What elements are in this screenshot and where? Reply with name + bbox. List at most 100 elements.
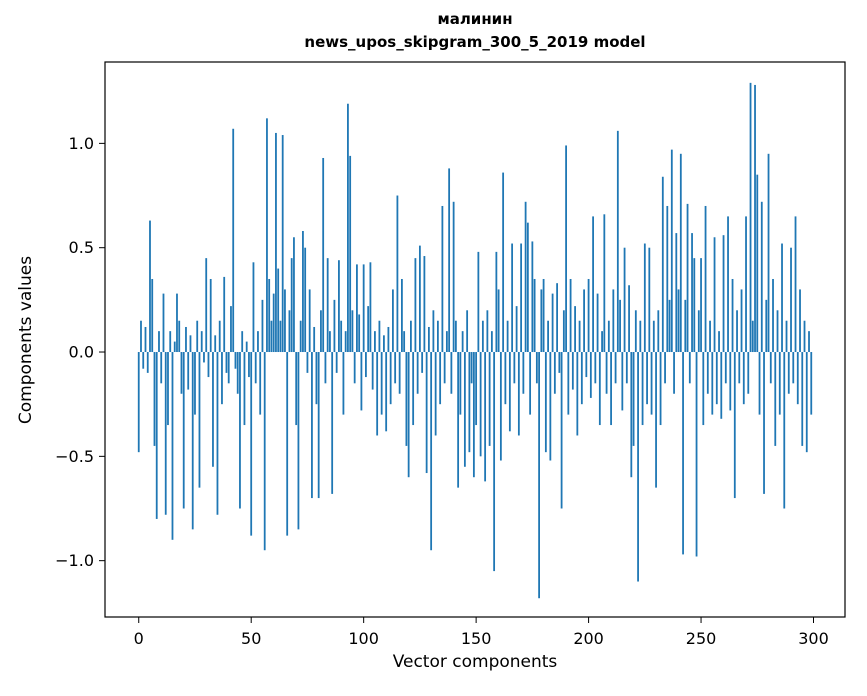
chart-title-model: news_upos_skipgram_300_5_2019 model (304, 33, 646, 51)
bar (308, 289, 311, 353)
bar (686, 203, 689, 353)
bar (432, 310, 435, 353)
bar (241, 331, 244, 353)
bar (158, 331, 160, 353)
bar (378, 320, 381, 353)
bar (358, 314, 361, 353)
bar (410, 320, 412, 353)
bar (286, 352, 289, 536)
bar (376, 352, 379, 436)
y-tick-label: −1.0 (55, 551, 94, 570)
bar (479, 352, 482, 457)
bar (664, 352, 666, 384)
bar (470, 352, 473, 384)
bar (610, 352, 612, 426)
bar (252, 262, 255, 353)
bar (614, 352, 617, 384)
bar (427, 326, 430, 353)
bar (749, 82, 752, 353)
bar (769, 352, 772, 384)
bar (164, 352, 167, 515)
bar (556, 283, 558, 353)
bar (369, 262, 372, 353)
bar (758, 352, 761, 415)
bar (562, 310, 565, 353)
bar (173, 341, 176, 353)
bar (239, 352, 241, 509)
bar (695, 352, 698, 557)
bar (605, 352, 608, 394)
bar (389, 352, 392, 405)
bar (508, 352, 511, 432)
bar (729, 352, 732, 411)
bar (706, 352, 709, 394)
bar (407, 352, 410, 478)
bar (531, 241, 534, 353)
bar (650, 352, 653, 415)
bar (805, 352, 808, 453)
bar (682, 352, 684, 555)
bar (448, 168, 451, 353)
bar (738, 352, 741, 384)
bar (661, 176, 664, 353)
bar (765, 299, 768, 353)
bar (160, 352, 163, 384)
bar (225, 352, 228, 373)
bar (801, 352, 804, 446)
bar (356, 264, 358, 353)
bar (162, 293, 165, 353)
bar (349, 155, 352, 353)
bar (185, 326, 187, 353)
bar (178, 320, 181, 353)
bar (387, 326, 390, 353)
bar (571, 352, 574, 390)
bar (747, 352, 750, 394)
bar (365, 352, 367, 378)
bar (529, 352, 532, 415)
bar (421, 352, 424, 373)
bar (290, 258, 293, 353)
bar (293, 237, 295, 353)
bar (495, 251, 498, 353)
bar (740, 289, 743, 353)
bar (745, 216, 747, 353)
bar (718, 331, 720, 353)
bar (401, 278, 403, 353)
bar (722, 235, 725, 353)
bar (754, 84, 756, 353)
y-tick-label: 0.0 (69, 343, 94, 362)
bar (652, 320, 655, 353)
bar (772, 278, 774, 353)
bar (418, 245, 421, 353)
bar (578, 320, 581, 353)
bar (299, 320, 302, 353)
bar (616, 130, 619, 353)
bar (679, 153, 682, 353)
bar (263, 352, 266, 551)
bar (598, 352, 601, 426)
bar (216, 352, 219, 515)
bar (243, 352, 246, 426)
bar (513, 352, 516, 384)
bar (466, 310, 469, 353)
bar (196, 320, 199, 353)
bar (630, 352, 633, 478)
bar (580, 352, 583, 405)
bar (198, 352, 201, 488)
bar (317, 352, 320, 499)
bar (232, 128, 235, 353)
bar (189, 335, 192, 353)
bar (452, 201, 455, 353)
x-tick-label: 150 (461, 629, 492, 648)
bar (169, 331, 172, 353)
bar (380, 352, 383, 415)
bar (236, 352, 239, 394)
bar (673, 352, 675, 394)
bar (329, 331, 331, 353)
bar (295, 352, 298, 426)
bar (517, 352, 520, 436)
bar (468, 352, 471, 453)
bar (666, 205, 669, 353)
bar (499, 352, 502, 461)
